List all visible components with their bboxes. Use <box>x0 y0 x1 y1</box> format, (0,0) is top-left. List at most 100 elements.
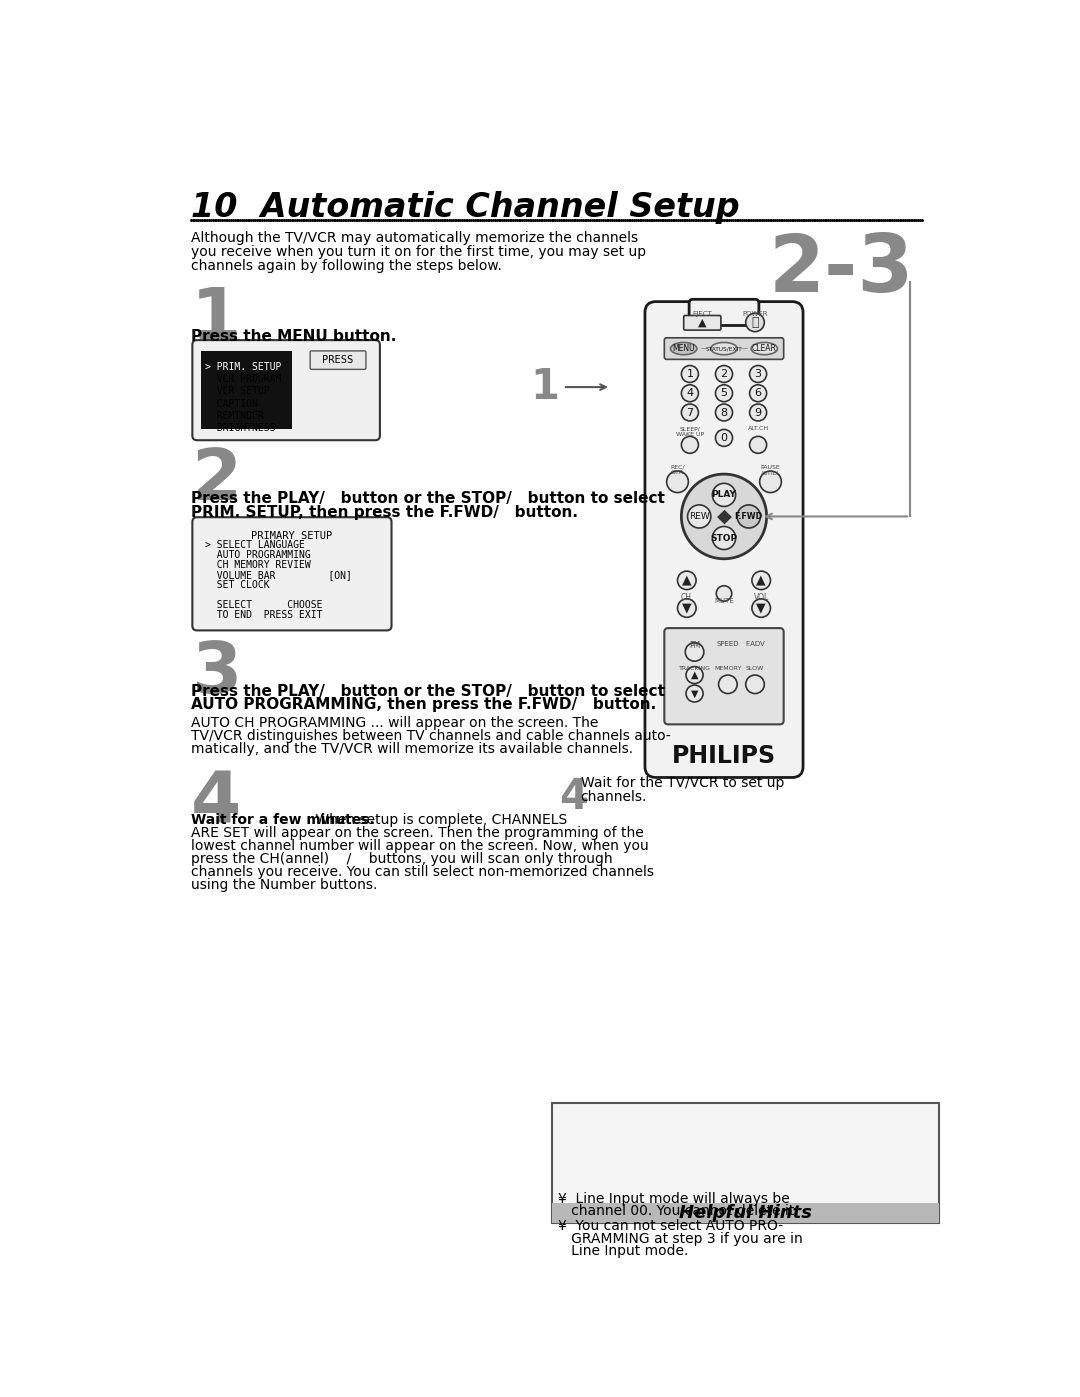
Circle shape <box>750 384 767 402</box>
Text: VCR SETUP: VCR SETUP <box>205 387 269 397</box>
Text: 3: 3 <box>191 638 241 708</box>
Text: ARE SET will appear on the screen. Then the programming of the: ARE SET will appear on the screen. Then … <box>191 826 644 840</box>
Text: PM: PM <box>689 641 700 650</box>
Text: AUTO CH PROGRAMMING ... will appear on the screen. The: AUTO CH PROGRAMMING ... will appear on t… <box>191 715 598 729</box>
Circle shape <box>677 599 697 617</box>
Text: channels again by following the steps below.: channels again by following the steps be… <box>191 258 502 272</box>
Text: 2: 2 <box>720 369 728 379</box>
Text: 7: 7 <box>686 408 693 418</box>
Circle shape <box>745 675 765 693</box>
Bar <box>201 351 293 429</box>
Circle shape <box>681 436 699 453</box>
Text: When setup is complete, CHANNELS: When setup is complete, CHANNELS <box>311 813 567 827</box>
Text: 1: 1 <box>191 285 241 353</box>
Text: PLAY: PLAY <box>712 490 737 499</box>
Text: 4: 4 <box>686 388 693 398</box>
Text: TO END  PRESS EXIT: TO END PRESS EXIT <box>205 610 322 620</box>
Text: —: — <box>741 345 747 352</box>
Text: 2: 2 <box>191 447 241 515</box>
Circle shape <box>681 384 699 402</box>
Circle shape <box>681 404 699 420</box>
Text: AUTO PROGRAMMING: AUTO PROGRAMMING <box>205 550 311 560</box>
Circle shape <box>752 599 770 617</box>
Circle shape <box>686 685 703 703</box>
Text: ¥  Line Input mode will always be: ¥ Line Input mode will always be <box>558 1192 789 1206</box>
Text: PRIMARY SETUP: PRIMARY SETUP <box>251 531 333 541</box>
Text: ¥  You can not select AUTO PRO-: ¥ You can not select AUTO PRO- <box>558 1220 783 1234</box>
Text: ALT.CH: ALT.CH <box>747 426 769 432</box>
Text: REMINDER: REMINDER <box>205 411 264 420</box>
Circle shape <box>750 436 767 453</box>
Text: ▲: ▲ <box>698 317 706 327</box>
Text: ▲: ▲ <box>691 671 699 680</box>
FancyBboxPatch shape <box>192 339 380 440</box>
Circle shape <box>681 474 767 559</box>
FancyBboxPatch shape <box>310 351 366 369</box>
Text: PAUSE: PAUSE <box>760 465 781 469</box>
Text: STATUS/EXIT: STATUS/EXIT <box>705 346 742 351</box>
Text: Line Input mode.: Line Input mode. <box>558 1245 689 1259</box>
Text: F.FWD: F.FWD <box>734 511 762 521</box>
Text: PHILIPS: PHILIPS <box>672 743 777 767</box>
Text: CAPTION: CAPTION <box>205 398 258 409</box>
Text: /STILL: /STILL <box>761 471 780 475</box>
Text: > SELECT LANGUAGE: > SELECT LANGUAGE <box>205 541 305 550</box>
Text: ▼: ▼ <box>681 602 691 615</box>
Circle shape <box>713 527 735 549</box>
Text: CLEAR: CLEAR <box>752 344 777 353</box>
Text: ◆: ◆ <box>716 507 731 525</box>
Text: MENU: MENU <box>673 344 696 353</box>
Text: VOL: VOL <box>754 594 769 602</box>
Circle shape <box>715 429 732 447</box>
Text: PRIM. SETUP, then press the F.FWD/   button.: PRIM. SETUP, then press the F.FWD/ butto… <box>191 504 578 520</box>
Text: TV/VCR distinguishes between TV channels and cable channels auto-: TV/VCR distinguishes between TV channels… <box>191 729 671 743</box>
Text: WAKE UP: WAKE UP <box>676 432 704 437</box>
Circle shape <box>750 366 767 383</box>
Text: MUTE: MUTE <box>714 598 734 604</box>
Text: SPEED: SPEED <box>717 641 739 647</box>
Circle shape <box>686 666 703 683</box>
Text: F.ADV: F.ADV <box>745 641 765 647</box>
Text: GRAMMING at step 3 if you are in: GRAMMING at step 3 if you are in <box>558 1232 802 1246</box>
Text: 0: 0 <box>720 433 728 443</box>
Text: CH MEMORY REVIEW: CH MEMORY REVIEW <box>205 560 311 570</box>
Text: > PRIM. SETUP: > PRIM. SETUP <box>205 362 281 372</box>
FancyBboxPatch shape <box>192 517 392 630</box>
Circle shape <box>713 483 735 507</box>
Circle shape <box>752 571 770 590</box>
Text: ▼: ▼ <box>691 689 699 698</box>
Text: 4: 4 <box>191 768 241 837</box>
Text: SELECT      CHOOSE: SELECT CHOOSE <box>205 601 322 610</box>
Text: channel 00. You cannot delete it.: channel 00. You cannot delete it. <box>558 1204 799 1218</box>
Circle shape <box>685 643 704 661</box>
Text: matically, and the TV/VCR will memorize its available channels.: matically, and the TV/VCR will memorize … <box>191 742 633 756</box>
Text: STOP: STOP <box>711 534 738 542</box>
Text: ▼: ▼ <box>756 602 766 615</box>
Text: lowest channel number will appear on the screen. Now, when you: lowest channel number will appear on the… <box>191 840 649 854</box>
Text: channels you receive. You can still select non-memorized channels: channels you receive. You can still sele… <box>191 865 653 879</box>
Circle shape <box>759 471 781 493</box>
Text: SLOW: SLOW <box>746 666 765 671</box>
Bar <box>552 1104 940 1222</box>
Text: 9: 9 <box>755 408 761 418</box>
Text: Wait for the TV/VCR to set up: Wait for the TV/VCR to set up <box>581 775 784 789</box>
Ellipse shape <box>671 342 697 355</box>
Circle shape <box>718 675 738 693</box>
Text: VCR PROGRAM: VCR PROGRAM <box>205 374 281 384</box>
Text: ▲: ▲ <box>756 574 766 587</box>
Circle shape <box>681 366 699 383</box>
Text: PRESS: PRESS <box>323 355 353 365</box>
Text: Press the PLAY/   button or the STOP/   button to select: Press the PLAY/ button or the STOP/ butt… <box>191 683 664 698</box>
Circle shape <box>750 404 767 420</box>
Circle shape <box>745 313 765 331</box>
Text: SLEEP/: SLEEP/ <box>679 426 700 432</box>
Circle shape <box>716 585 732 601</box>
Ellipse shape <box>711 342 738 355</box>
Text: OTR: OTR <box>671 471 684 475</box>
Text: CH.: CH. <box>680 594 693 602</box>
Text: Wait for a few minutes.: Wait for a few minutes. <box>191 813 375 827</box>
Circle shape <box>677 571 697 590</box>
Circle shape <box>715 366 732 383</box>
Text: 8: 8 <box>720 408 728 418</box>
Text: ▲: ▲ <box>681 574 691 587</box>
